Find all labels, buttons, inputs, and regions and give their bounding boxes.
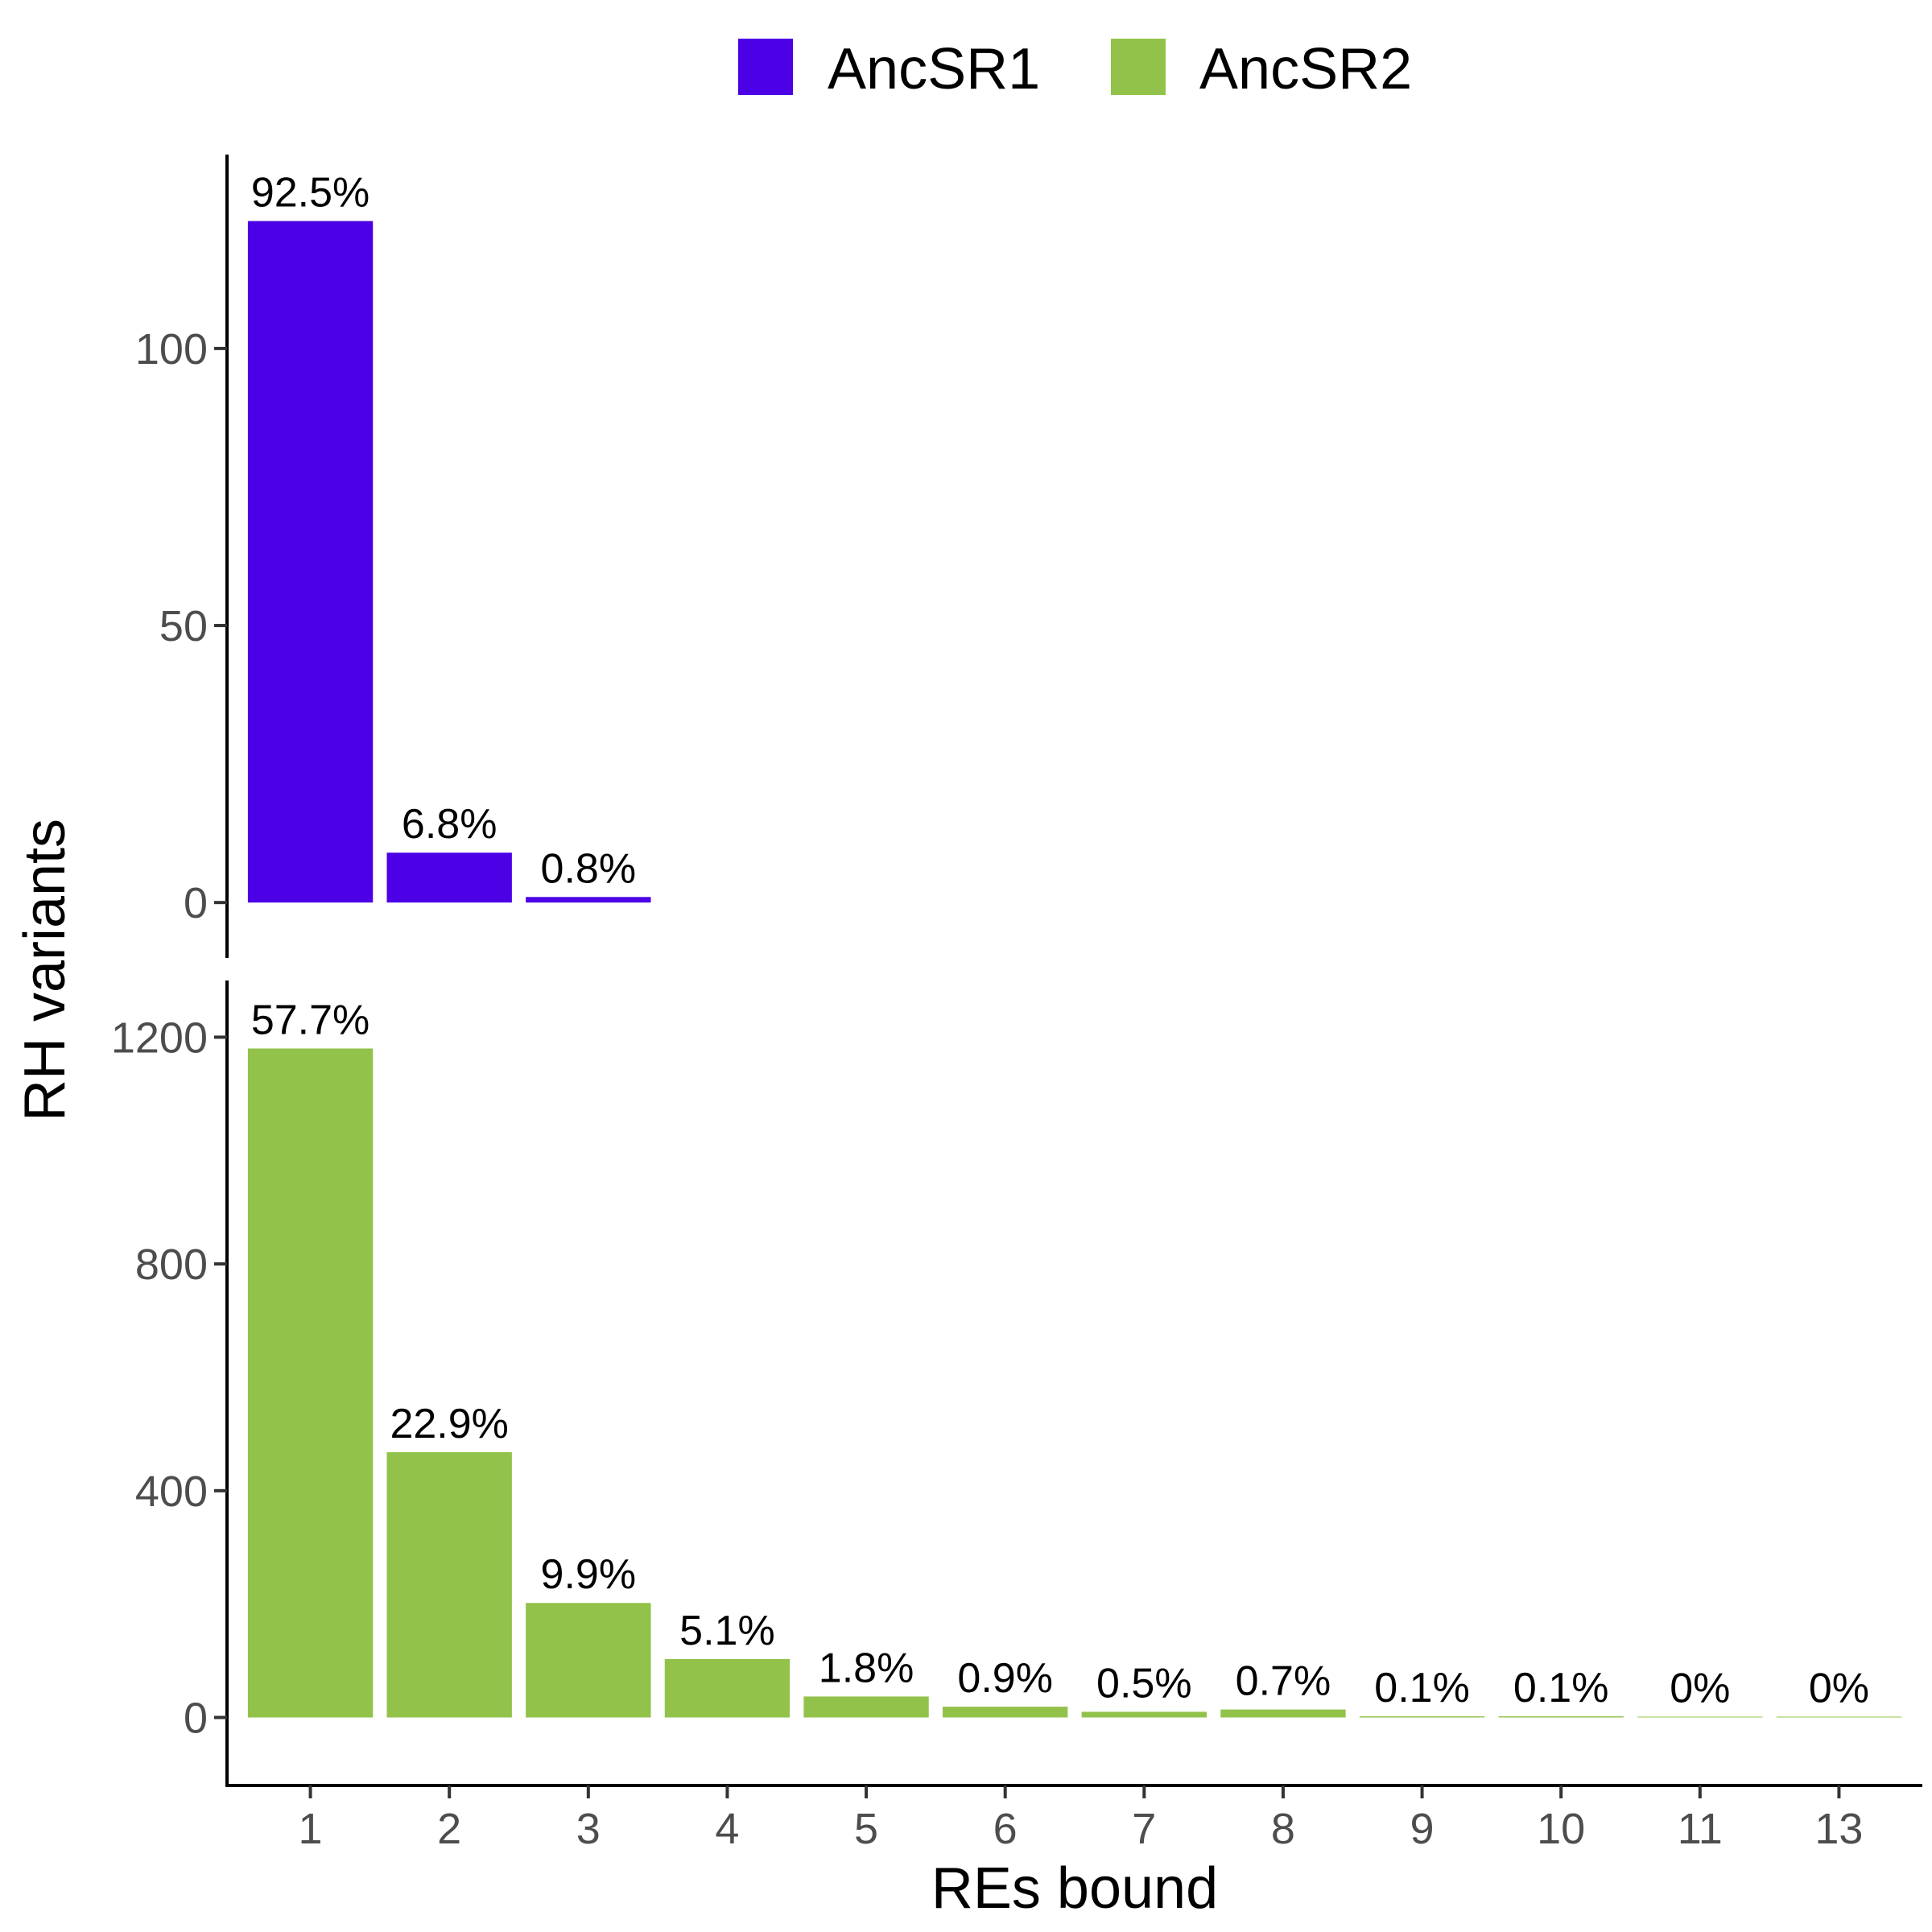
bar-label: 22.9% — [390, 1401, 508, 1447]
bar-label: 0.1% — [1374, 1665, 1470, 1711]
panel-ancsr1: 0 50 100 92.5% 6.8% 0.8% — [135, 155, 651, 958]
x-tick-label: 10 — [1537, 1805, 1585, 1853]
bar-label: 92.5% — [251, 170, 369, 217]
bar-label: 1.8% — [819, 1645, 914, 1691]
legend-swatch-ancsr1 — [738, 39, 793, 95]
panel-ancsr2: 0 400 800 1200 57.7% 22.9% 9.9% 5.1% 1.8% 0.9% 0.… — [111, 980, 1922, 1787]
x-tick-label: 1 — [299, 1805, 323, 1853]
bar-ancsr2-3 — [526, 1603, 651, 1718]
x-tick-label: 13 — [1814, 1805, 1863, 1853]
x-axis-title: REs bound — [931, 1856, 1218, 1921]
bar-ancsr2-5 — [803, 1696, 929, 1718]
y-tick-label: 100 — [135, 325, 208, 374]
bar-ancsr2-11 — [1637, 1716, 1763, 1718]
bar-label: 0.5% — [1096, 1660, 1192, 1707]
y-tick-label: 800 — [135, 1241, 208, 1289]
bar-label: 0.1% — [1513, 1665, 1609, 1711]
bar-ancsr2-10 — [1498, 1716, 1624, 1718]
bar-ancsr1-1 — [247, 221, 374, 903]
legend: AncSR1 AncSR2 — [738, 37, 1412, 101]
bar-ancsr2-7 — [1081, 1711, 1207, 1718]
bar-ancsr2-8 — [1220, 1709, 1346, 1718]
legend-swatch-ancsr2 — [1111, 39, 1166, 95]
x-tick-label: 5 — [854, 1805, 878, 1853]
bar-ancsr2-4 — [664, 1658, 791, 1718]
legend-label-ancsr1: AncSR1 — [828, 37, 1040, 101]
y-axis-title: RH variants — [13, 819, 77, 1121]
bar-ancsr2-2 — [386, 1451, 512, 1718]
x-tick-label: 3 — [576, 1805, 601, 1853]
bar-ancsr2-9 — [1359, 1716, 1485, 1718]
y-tick-label: 0 — [184, 879, 208, 927]
bar-label: 9.9% — [541, 1551, 637, 1598]
x-tick-label: 9 — [1410, 1805, 1435, 1853]
bar-ancsr1-2 — [386, 852, 512, 903]
y-tick-label: 1200 — [111, 1013, 208, 1062]
x-tick-label: 11 — [1678, 1805, 1723, 1853]
y-tick-label: 400 — [135, 1468, 208, 1516]
bar-label: 6.8% — [402, 801, 497, 848]
bar-label: 0% — [1670, 1665, 1730, 1711]
bar-ancsr2-13 — [1776, 1716, 1902, 1718]
y-tick-label: 0 — [184, 1694, 208, 1742]
x-tick-label: 2 — [437, 1805, 461, 1853]
x-tick-label: 6 — [993, 1805, 1018, 1853]
bar-label: 5.1% — [679, 1608, 775, 1654]
bar-ancsr1-3 — [526, 897, 651, 903]
x-tick-label: 4 — [715, 1805, 739, 1853]
bar-label: 0.9% — [957, 1655, 1053, 1702]
bar-label: 0.7% — [1236, 1658, 1331, 1705]
bar-label: 0.8% — [541, 845, 637, 892]
x-axis: 1 2 3 4 5 6 7 8 9 10 11 13 — [299, 1785, 1863, 1853]
y-tick-label: 50 — [159, 602, 208, 650]
bar-ancsr2-6 — [943, 1707, 1068, 1718]
x-tick-label: 7 — [1132, 1805, 1156, 1853]
legend-label-ancsr2: AncSR2 — [1199, 37, 1412, 101]
x-tick-label: 8 — [1271, 1805, 1295, 1853]
bar-label: 57.7% — [251, 997, 369, 1044]
bar-ancsr2-1 — [247, 1048, 374, 1718]
bar-label: 0% — [1809, 1665, 1869, 1711]
